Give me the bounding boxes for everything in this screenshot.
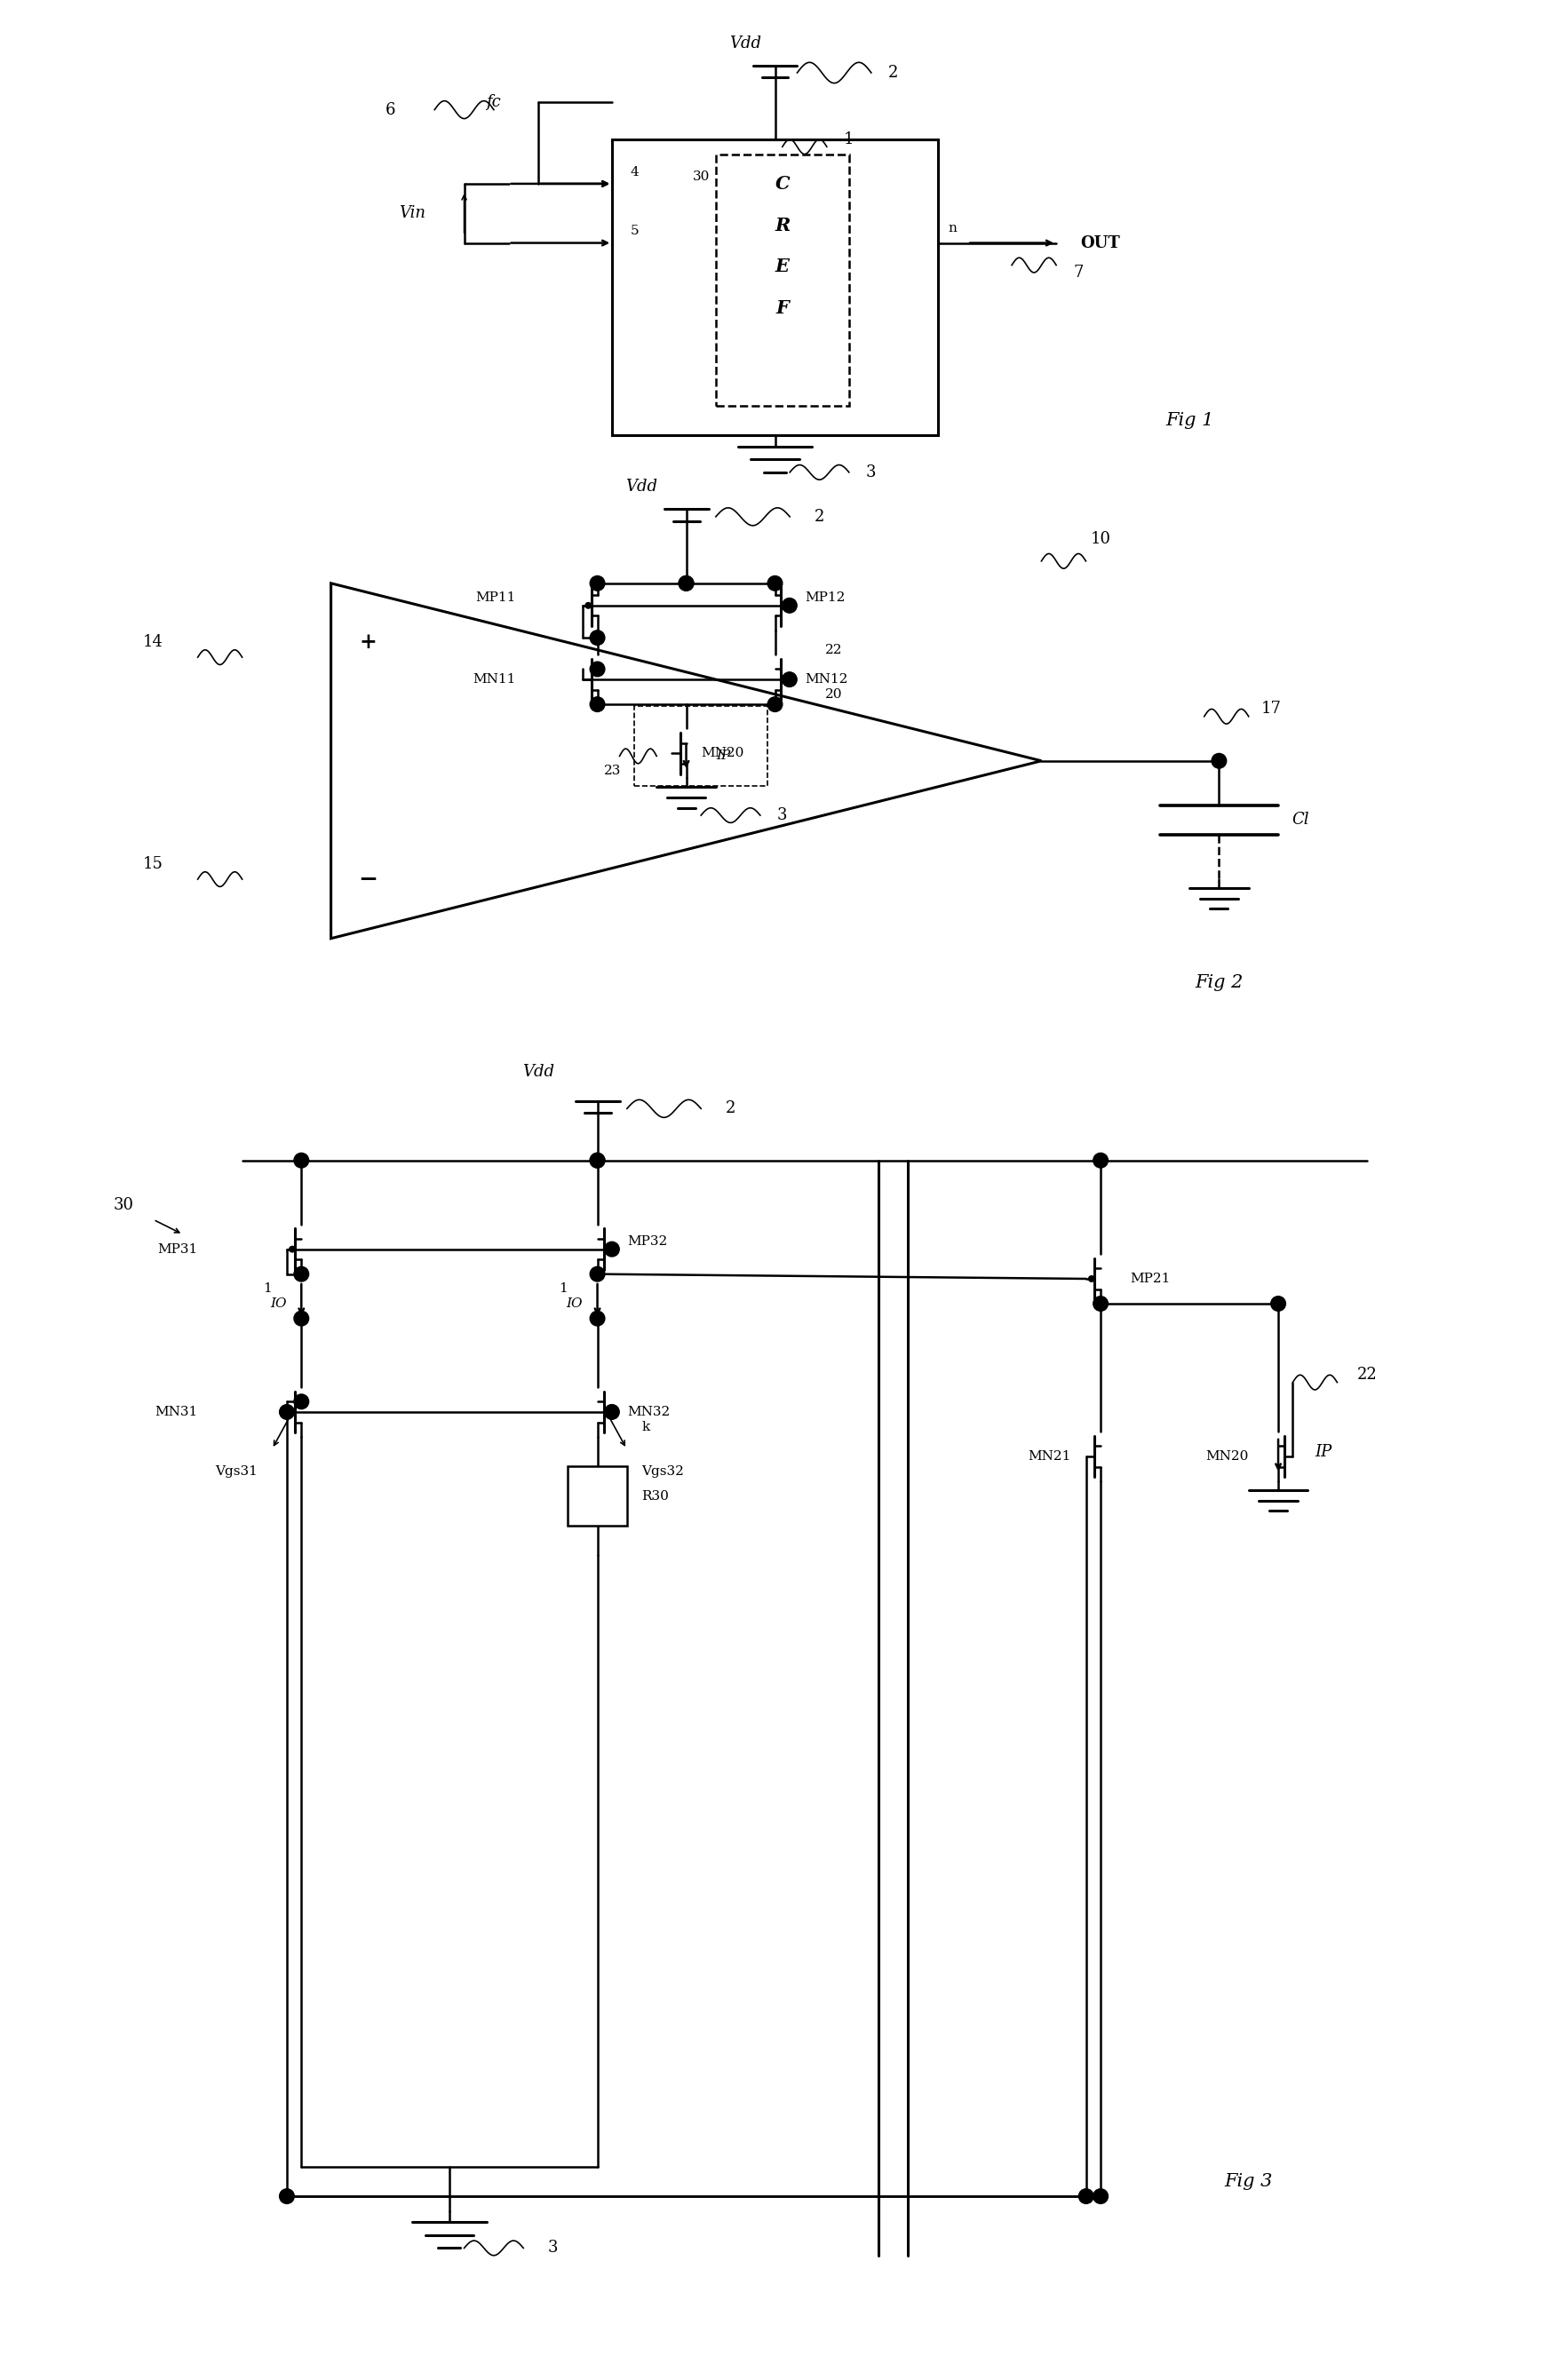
Text: 6: 6	[384, 102, 395, 117]
Text: n: n	[949, 221, 956, 233]
Text: MP11: MP11	[476, 593, 516, 605]
Text: R: R	[775, 217, 790, 233]
Circle shape	[294, 1395, 308, 1409]
Circle shape	[294, 1266, 308, 1280]
Circle shape	[1088, 1276, 1094, 1283]
Text: Vdd: Vdd	[522, 1064, 555, 1081]
Circle shape	[591, 697, 605, 712]
Text: 30: 30	[693, 169, 710, 183]
Text: 15: 15	[143, 857, 163, 873]
Circle shape	[591, 576, 605, 590]
Circle shape	[294, 1311, 308, 1326]
Text: 22: 22	[826, 643, 843, 657]
Text: 23: 23	[603, 764, 622, 778]
Text: MN32: MN32	[628, 1407, 670, 1418]
Circle shape	[591, 1266, 605, 1280]
Text: E: E	[775, 257, 789, 276]
Text: +: +	[360, 631, 377, 652]
Text: Fig 3: Fig 3	[1224, 2173, 1273, 2190]
Circle shape	[1093, 1297, 1108, 1311]
Text: 2: 2	[888, 64, 899, 81]
Text: Vgs31: Vgs31	[215, 1466, 257, 1478]
Text: MN20: MN20	[701, 747, 744, 759]
Circle shape	[591, 1152, 605, 1169]
Text: IO: IO	[566, 1297, 583, 1309]
Circle shape	[605, 1242, 620, 1257]
Circle shape	[1271, 1297, 1285, 1311]
Circle shape	[1093, 2190, 1108, 2204]
Text: MP21: MP21	[1130, 1273, 1170, 1285]
Text: MP31: MP31	[158, 1242, 198, 1254]
Text: 30: 30	[113, 1197, 133, 1214]
Text: 17: 17	[1260, 702, 1280, 716]
Text: MN20: MN20	[1206, 1449, 1249, 1464]
Circle shape	[679, 576, 693, 590]
Text: Vin: Vin	[398, 205, 426, 221]
Text: MP32: MP32	[628, 1235, 666, 1247]
Circle shape	[1093, 1152, 1108, 1169]
Text: 4: 4	[629, 167, 639, 178]
Circle shape	[603, 1247, 609, 1252]
Circle shape	[1212, 754, 1226, 769]
Text: F: F	[777, 300, 789, 317]
Circle shape	[1079, 2190, 1093, 2204]
Text: 3: 3	[866, 464, 876, 481]
Text: MN12: MN12	[804, 674, 848, 685]
Circle shape	[591, 1311, 605, 1326]
Text: 10: 10	[1090, 531, 1111, 547]
Text: Vdd: Vdd	[730, 36, 761, 50]
Text: 3: 3	[777, 807, 787, 823]
Text: MN31: MN31	[155, 1407, 198, 1418]
Circle shape	[279, 1404, 294, 1418]
Circle shape	[781, 602, 787, 609]
Circle shape	[783, 671, 797, 688]
Text: Fig 2: Fig 2	[1195, 973, 1243, 990]
Circle shape	[679, 576, 693, 590]
Text: k: k	[642, 1421, 649, 1433]
Text: 1: 1	[843, 131, 854, 148]
Bar	[612, 140, 938, 436]
Circle shape	[783, 597, 797, 614]
Text: 2: 2	[814, 509, 825, 524]
Bar	[716, 155, 849, 405]
Circle shape	[279, 2190, 294, 2204]
Circle shape	[591, 631, 605, 645]
Bar	[634, 707, 767, 785]
Circle shape	[591, 662, 605, 676]
Text: 14: 14	[143, 635, 163, 650]
Text: −: −	[358, 869, 378, 890]
Text: IP: IP	[716, 750, 730, 762]
Bar	[567, 1466, 628, 1526]
Text: fc: fc	[487, 95, 501, 109]
Text: 3: 3	[547, 2240, 558, 2256]
Text: MN21: MN21	[1028, 1449, 1071, 1464]
Circle shape	[767, 576, 783, 590]
Text: Cl: Cl	[1291, 812, 1310, 828]
Circle shape	[290, 1247, 294, 1252]
Text: 7: 7	[1073, 264, 1083, 281]
Text: 20: 20	[826, 688, 843, 700]
Text: 5: 5	[631, 224, 639, 238]
Text: R30: R30	[642, 1490, 670, 1502]
Text: 2: 2	[725, 1100, 736, 1116]
Text: Fig 1: Fig 1	[1166, 412, 1214, 428]
Text: IP: IP	[1316, 1445, 1333, 1459]
Circle shape	[767, 697, 783, 712]
Text: MP12: MP12	[804, 593, 845, 605]
Text: 1: 1	[264, 1283, 271, 1295]
Text: Vdd: Vdd	[626, 478, 657, 495]
Text: 22: 22	[1356, 1366, 1376, 1383]
Text: C: C	[775, 174, 790, 193]
Text: OUT: OUT	[1080, 236, 1121, 250]
Circle shape	[591, 1152, 605, 1169]
Text: IO: IO	[270, 1297, 287, 1309]
Circle shape	[605, 1404, 620, 1418]
Text: MN11: MN11	[473, 674, 516, 685]
Text: 1: 1	[560, 1283, 567, 1295]
Circle shape	[586, 602, 591, 609]
Text: Vgs32: Vgs32	[642, 1466, 684, 1478]
Circle shape	[294, 1152, 308, 1169]
